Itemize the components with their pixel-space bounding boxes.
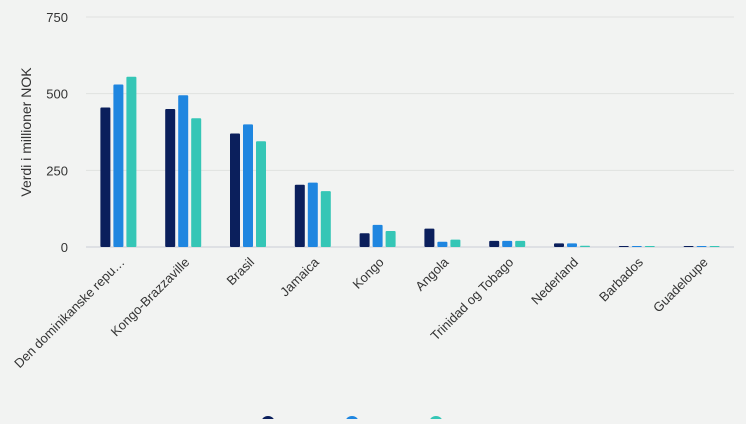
bar-2024[interactable] — [191, 118, 202, 247]
bar-2022[interactable] — [489, 240, 500, 247]
y-axis-title: Verdi i millioner NOK — [18, 67, 34, 197]
bar-2023[interactable] — [307, 182, 318, 247]
bar-2024[interactable] — [644, 246, 655, 247]
x-tick-label: Jamaica — [277, 254, 322, 299]
x-tick-label: Nederland — [528, 255, 581, 308]
bar-2023[interactable] — [178, 95, 189, 247]
y-tick-label: 750 — [46, 10, 68, 25]
bar-2024[interactable] — [450, 239, 461, 247]
bar-2024[interactable] — [709, 246, 720, 247]
bar-2022[interactable] — [294, 184, 305, 247]
bar-2023[interactable] — [372, 224, 383, 247]
bar-2024[interactable] — [256, 141, 266, 247]
bar-2022[interactable] — [618, 246, 629, 247]
bar-2022[interactable] — [359, 233, 370, 247]
y-axis-ticks: 750 500 250 0 — [46, 10, 68, 255]
bar-2022[interactable] — [165, 109, 176, 247]
bar-2022[interactable] — [554, 243, 564, 247]
bar-2022[interactable] — [683, 246, 694, 247]
x-tick-label: Angola — [412, 254, 452, 294]
bar-2022[interactable] — [230, 133, 240, 247]
bar-2023[interactable] — [696, 246, 707, 247]
x-axis-ticks: Den dominikanske repu…Kongo-Brazzaville B… — [11, 254, 711, 371]
bar-2023[interactable] — [502, 240, 513, 247]
bar-2023[interactable] — [567, 243, 577, 247]
bar-2022[interactable] — [424, 228, 435, 247]
bar-2024[interactable] — [385, 231, 396, 247]
y-tick-label: 250 — [46, 163, 68, 178]
y-tick-label: 0 — [61, 240, 68, 255]
x-tick-label: Guadeloupe — [650, 255, 711, 316]
bar-2024[interactable] — [320, 191, 331, 247]
bar-2024[interactable] — [126, 76, 137, 247]
bar-2023[interactable] — [243, 124, 253, 247]
bar-2023[interactable] — [437, 241, 448, 247]
y-tick-label: 500 — [46, 87, 68, 102]
bar-2023[interactable] — [631, 246, 642, 247]
bar-2022[interactable] — [100, 107, 111, 247]
bar-2024[interactable] — [515, 240, 526, 247]
bar-2024[interactable] — [580, 245, 590, 247]
x-tick-label: Brasil — [224, 254, 258, 288]
bars — [100, 76, 720, 247]
bar-2023[interactable] — [113, 84, 124, 247]
x-tick-label: Den dominikanske repu… — [11, 255, 127, 371]
x-tick-label: Barbados — [596, 254, 646, 304]
x-tick-label: Kongo — [350, 255, 387, 292]
